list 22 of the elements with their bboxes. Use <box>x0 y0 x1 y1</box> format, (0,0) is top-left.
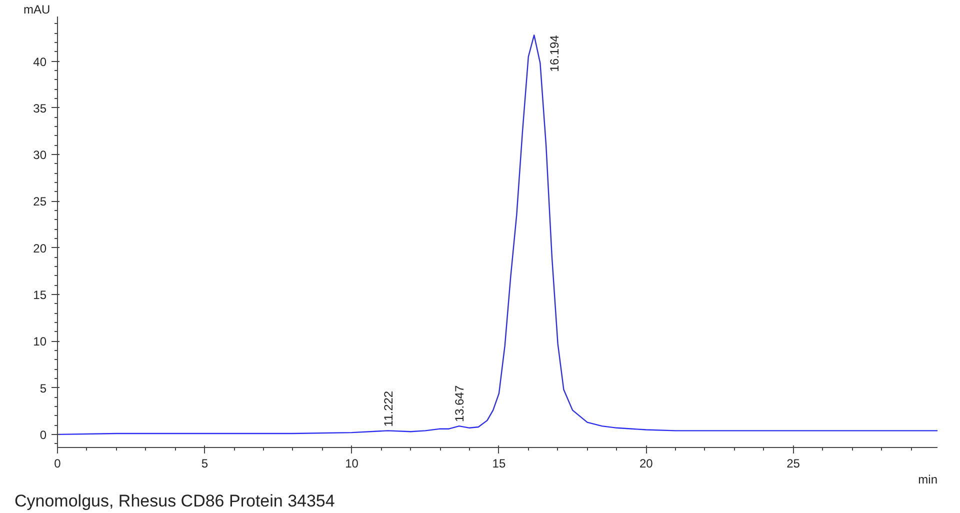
annotation: 16.194 <box>548 34 562 72</box>
y-axis-title: mAU <box>24 2 50 16</box>
y-tick-label: 35 <box>33 101 47 116</box>
x-tick-label: 25 <box>786 456 800 470</box>
line-series <box>58 34 938 436</box>
x-tick-label: 0 <box>54 456 62 470</box>
y-tick-label: 15 <box>33 288 47 302</box>
y-tick-label: 10 <box>33 334 47 349</box>
annotation: 11.222 <box>381 390 396 427</box>
x-tick-label: 20 <box>639 456 654 470</box>
y-tick-label: 30 <box>33 148 47 162</box>
text: Cynomolgus, Rhesus CD86 Protein 34354 <box>14 492 335 510</box>
y-tick-label: 5 <box>40 381 47 396</box>
x-tick-label: 15 <box>492 456 506 470</box>
annotation: 13.647 <box>452 385 467 422</box>
x-tick-label: 5 <box>201 456 208 470</box>
x-tick-label: 10 <box>345 456 359 470</box>
y-tick-label: 40 <box>33 54 47 69</box>
x-axis-title: min <box>918 472 938 486</box>
y-tick-label: 25 <box>33 194 47 209</box>
y-tick-label: 0 <box>40 428 47 442</box>
y-tick-label: 20 <box>33 241 47 256</box>
